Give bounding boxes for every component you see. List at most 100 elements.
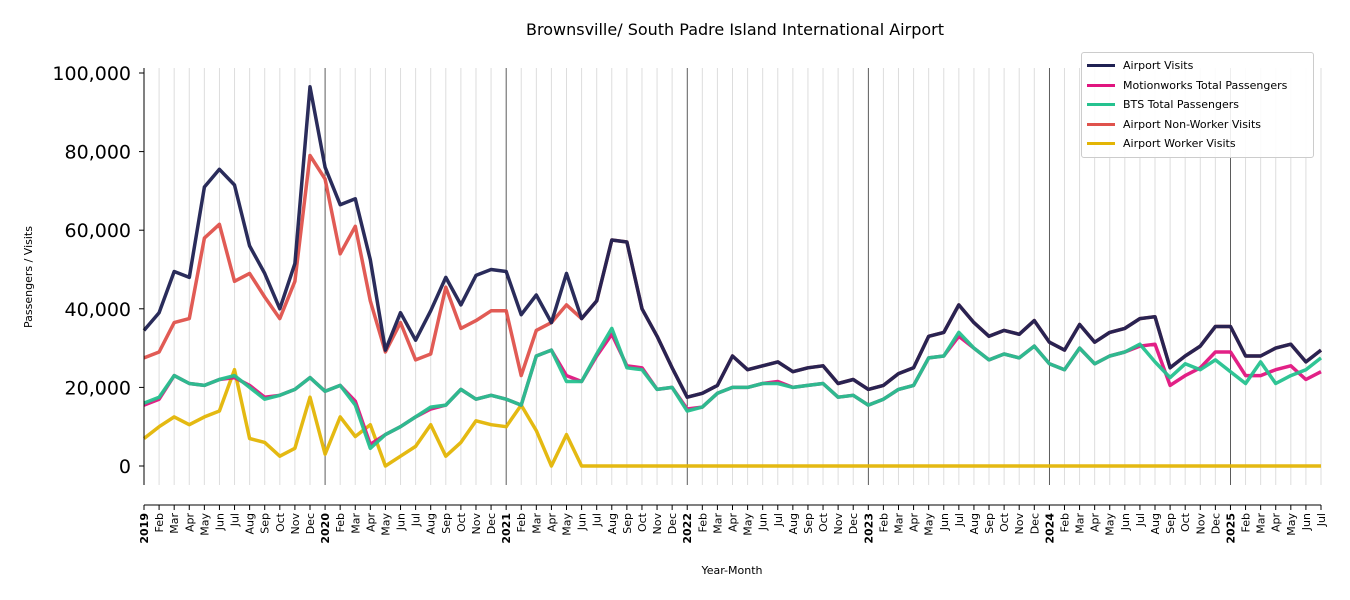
x-tick-label-month: Jun — [213, 513, 226, 531]
x-tick-label-month: Dec — [666, 513, 679, 534]
x-tick-label-month: Dec — [485, 513, 498, 534]
x-tick-label-month: Apr — [364, 513, 377, 533]
y-tick-label: 60,000 — [65, 220, 131, 242]
legend-label: Airport Non-Worker Visits — [1123, 117, 1262, 131]
x-tick-label-month: Sep — [802, 513, 815, 534]
x-tick-label-month: Nov — [289, 513, 302, 535]
legend-swatch — [1087, 142, 1115, 146]
x-tick-label-month: Feb — [1058, 513, 1071, 532]
x-tick-label-month: Dec — [304, 513, 317, 534]
x-tick-label-month: Feb — [877, 513, 890, 532]
x-tick-label-month: Jun — [1300, 513, 1313, 531]
y-tick-label: 100,000 — [52, 63, 131, 85]
legend-label: Airport Worker Visits — [1123, 137, 1236, 151]
x-tick-label-month: Aug — [787, 513, 800, 534]
x-tick-label-month: Sep — [1164, 513, 1177, 534]
x-tick-label-month: Jul — [772, 513, 785, 527]
y-tick-label: 80,000 — [65, 142, 131, 164]
x-tick-label-month: May — [923, 513, 936, 536]
legend-label: BTS Total Passengers — [1123, 98, 1240, 112]
legend-swatch — [1087, 103, 1115, 107]
x-tick-label-month: Aug — [968, 513, 981, 534]
x-tick-label-year: 2022 — [681, 513, 694, 544]
series-line-bts-total-passengers — [143, 326, 1323, 451]
x-tick-label-month: Oct — [636, 512, 649, 532]
x-tick-label-year: 2020 — [319, 513, 332, 544]
y-tick-label: 0 — [119, 456, 131, 478]
x-tick-label-month: Apr — [183, 513, 196, 533]
x-tick-label-year: 2023 — [862, 513, 875, 544]
legend-label: Airport Visits — [1123, 59, 1194, 73]
legend-item: Motionworks Total Passengers — [1082, 76, 1313, 96]
legend-item: Airport Non-Worker Visits — [1082, 115, 1313, 135]
x-tick-label-month: Mar — [530, 513, 543, 534]
x-tick-label-month: May — [1104, 513, 1117, 536]
axes: 2019 Feb Mar Apr May Jun Jul Aug Sep Oct Nov Dec 202… — [52, 63, 1328, 544]
x-tick-label-month: Mar — [892, 513, 905, 534]
legend-item: Airport Worker Visits — [1082, 134, 1313, 154]
x-tick-label-month: Aug — [1149, 513, 1162, 534]
x-tick-label-month: Dec — [847, 513, 860, 534]
x-tick-label-month: Aug — [244, 513, 257, 534]
x-tick-label-month: Jun — [1119, 513, 1132, 531]
x-tick-label-month: May — [742, 513, 755, 536]
x-tick-label-month: Nov — [1194, 513, 1207, 535]
x-tick-label-month: Jul — [1134, 513, 1147, 527]
x-tick-label-month: Jun — [395, 513, 408, 531]
x-tick-label-month: Feb — [515, 513, 528, 532]
x-tick-label-month: Dec — [1209, 513, 1222, 534]
x-tick-label-month: Mar — [1255, 513, 1268, 534]
x-tick-label-month: Sep — [983, 513, 996, 534]
legend-swatch — [1087, 64, 1115, 68]
x-tick-label-month: May — [1285, 513, 1298, 536]
x-tick-label-month: Apr — [1270, 513, 1283, 533]
y-axis-label: Passengers / Visits — [22, 226, 35, 328]
x-tick-label-month: Sep — [621, 513, 634, 534]
x-tick-label-month: May — [379, 513, 392, 536]
x-tick-label-month: Mar — [349, 513, 362, 534]
x-tick-label-month: Sep — [440, 513, 453, 534]
legend-swatch — [1087, 83, 1115, 87]
x-tick-label-month: Mar — [1074, 513, 1087, 534]
x-tick-label-month: Oct — [817, 512, 830, 532]
x-tick-label-month: Jun — [576, 513, 589, 531]
x-tick-label-month: Mar — [711, 513, 724, 534]
x-tick-label-month: Jun — [938, 513, 951, 531]
x-tick-label-month: Jul — [1315, 513, 1328, 527]
x-tick-label-month: Oct — [1179, 512, 1192, 532]
x-tick-label-month: Feb — [696, 513, 709, 532]
x-tick-label-month: Nov — [832, 513, 845, 535]
x-tick-label-month: Jun — [757, 513, 770, 531]
y-tick-label: 20,000 — [65, 377, 131, 399]
x-tick-label-month: Aug — [425, 513, 438, 534]
x-tick-label-month: Dec — [1028, 513, 1041, 534]
legend-label: Motionworks Total Passengers — [1123, 78, 1288, 92]
x-tick-label-month: May — [561, 513, 574, 536]
x-tick-label-month: Jul — [229, 513, 242, 527]
x-tick-label-month: Nov — [651, 513, 664, 535]
x-tick-label-year: 2019 — [138, 513, 151, 544]
legend-swatch — [1087, 122, 1115, 126]
series-line-airport-worker-visits — [142, 367, 1321, 468]
x-tick-label-month: Feb — [1240, 513, 1253, 532]
x-tick-label-year: 2025 — [1224, 513, 1237, 544]
x-tick-label-month: Oct — [455, 512, 468, 532]
x-tick-label-year: 2021 — [500, 513, 513, 544]
legend-item: Airport Visits — [1082, 56, 1313, 76]
x-tick-label-month: Oct — [274, 512, 287, 532]
x-axis-label: Year-Month — [700, 564, 762, 577]
x-tick-label-month: Apr — [727, 513, 740, 533]
x-tick-label-month: Nov — [1013, 513, 1026, 535]
series-group — [142, 85, 1323, 468]
x-tick-label-month: Jul — [410, 513, 423, 527]
x-tick-label-month: Nov — [470, 513, 483, 535]
x-tick-label-month: Feb — [153, 513, 166, 532]
legend: Airport Visits Motionworks Total Passenge… — [1081, 52, 1314, 158]
x-tick-label-month: Aug — [606, 513, 619, 534]
x-tick-label-month: Apr — [545, 513, 558, 533]
x-tick-label-month: Jul — [591, 513, 604, 527]
legend-item: BTS Total Passengers — [1082, 95, 1313, 115]
y-tick-label: 40,000 — [65, 299, 131, 321]
